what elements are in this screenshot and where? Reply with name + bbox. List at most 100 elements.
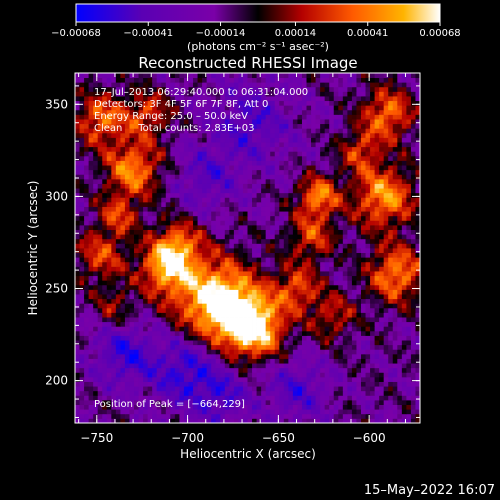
heatmap-cell bbox=[188, 183, 194, 189]
heatmap-cell bbox=[84, 178, 90, 184]
heatmap-cell bbox=[252, 183, 257, 189]
heatmap-cell bbox=[292, 229, 298, 235]
heatmap-cell bbox=[401, 326, 407, 332]
heatmap-cell bbox=[256, 183, 262, 189]
heatmap-cell bbox=[356, 248, 362, 254]
heatmap-cell bbox=[320, 284, 326, 290]
heatmap-cell bbox=[170, 165, 176, 171]
heatmap-cell bbox=[397, 201, 403, 207]
heatmap-cell bbox=[106, 248, 112, 254]
heatmap-cell bbox=[238, 234, 244, 240]
heatmap-cell bbox=[134, 284, 139, 290]
heatmap-cell bbox=[301, 201, 307, 207]
heatmap-cell bbox=[161, 165, 167, 171]
heatmap-cell bbox=[179, 294, 185, 300]
heatmap-cell bbox=[229, 376, 235, 382]
heatmap-cell bbox=[106, 128, 112, 134]
heatmap-cell bbox=[215, 243, 221, 249]
heatmap-cell bbox=[301, 390, 307, 396]
heatmap-cell bbox=[315, 386, 321, 392]
heatmap-cell bbox=[415, 289, 420, 295]
heatmap-cell bbox=[111, 178, 117, 184]
heatmap-cell bbox=[147, 376, 153, 382]
heatmap-cell bbox=[143, 206, 149, 212]
heatmap-cell bbox=[93, 123, 99, 129]
heatmap-cell bbox=[252, 234, 257, 240]
heatmap-cell bbox=[165, 224, 171, 230]
heatmap-cell bbox=[324, 335, 330, 341]
heatmap-cell bbox=[320, 298, 326, 304]
heatmap-cell bbox=[152, 248, 158, 254]
heatmap-cell bbox=[193, 298, 198, 304]
heatmap-cell bbox=[306, 409, 312, 415]
heatmap-cell bbox=[315, 252, 321, 258]
heatmap-cell bbox=[388, 132, 394, 138]
heatmap-cell bbox=[415, 188, 420, 194]
heatmap-cell bbox=[106, 390, 112, 396]
heatmap-cell bbox=[261, 367, 267, 373]
heatmap-cell bbox=[215, 358, 221, 364]
heatmap-cell bbox=[179, 271, 185, 277]
heatmap-cell bbox=[233, 294, 239, 300]
heatmap-cell bbox=[211, 390, 217, 396]
heatmap-cell bbox=[301, 243, 307, 249]
heatmap-cell bbox=[238, 326, 244, 332]
heatmap-cell bbox=[165, 390, 171, 396]
heatmap-cell bbox=[170, 271, 176, 277]
heatmap-cell bbox=[229, 349, 235, 355]
heatmap-cell bbox=[401, 284, 407, 290]
heatmap-cell bbox=[351, 340, 357, 346]
heatmap-cell bbox=[388, 197, 394, 203]
heatmap-cell bbox=[188, 280, 194, 286]
heatmap-cell bbox=[356, 307, 362, 313]
heatmap-cell bbox=[301, 174, 307, 180]
heatmap-cell bbox=[138, 289, 144, 295]
heatmap-cell bbox=[165, 340, 171, 346]
heatmap-cell bbox=[247, 330, 253, 336]
heatmap-cell bbox=[301, 326, 307, 332]
heatmap-cell bbox=[134, 215, 139, 221]
heatmap-cell bbox=[410, 303, 416, 309]
heatmap-cell bbox=[193, 312, 198, 318]
heatmap-cell bbox=[256, 399, 262, 405]
heatmap-cell bbox=[197, 372, 203, 378]
heatmap-cell bbox=[215, 266, 221, 272]
heatmap-cell bbox=[143, 128, 149, 134]
heatmap-cell bbox=[315, 155, 321, 161]
heatmap-cell bbox=[156, 340, 162, 346]
heatmap-cell bbox=[224, 317, 230, 323]
heatmap-cell bbox=[134, 238, 139, 244]
heatmap-cell bbox=[138, 358, 144, 364]
heatmap-cell bbox=[242, 330, 248, 336]
heatmap-cell bbox=[370, 220, 376, 226]
heatmap-cell bbox=[279, 404, 285, 410]
heatmap-cell bbox=[410, 340, 416, 346]
heatmap-cell bbox=[270, 151, 276, 157]
heatmap-cell bbox=[84, 132, 90, 138]
heatmap-cell bbox=[242, 271, 248, 277]
heatmap-cell bbox=[265, 151, 271, 157]
heatmap-cell bbox=[161, 243, 167, 249]
heatmap-cell bbox=[229, 335, 235, 341]
heatmap-cell bbox=[193, 229, 198, 235]
heatmap-cell bbox=[102, 215, 108, 221]
heatmap-cell bbox=[306, 335, 312, 341]
heatmap-cell bbox=[338, 220, 344, 226]
heatmap-cell bbox=[297, 275, 303, 281]
heatmap-cell bbox=[342, 229, 348, 235]
heatmap-cell bbox=[229, 257, 235, 263]
heatmap-cell bbox=[292, 372, 298, 378]
heatmap-cell bbox=[379, 340, 385, 346]
heatmap-cell bbox=[283, 243, 289, 249]
heatmap-cell bbox=[333, 215, 339, 221]
heatmap-cell bbox=[238, 248, 244, 254]
heatmap-cell bbox=[279, 363, 285, 369]
heatmap-cell bbox=[356, 229, 362, 235]
heatmap-cell bbox=[111, 234, 117, 240]
heatmap-cell bbox=[224, 178, 230, 184]
heatmap-cell bbox=[106, 238, 112, 244]
heatmap-cell bbox=[329, 234, 335, 240]
heatmap-cell bbox=[401, 238, 407, 244]
heatmap-cell bbox=[360, 178, 366, 184]
heatmap-cell bbox=[124, 224, 130, 230]
